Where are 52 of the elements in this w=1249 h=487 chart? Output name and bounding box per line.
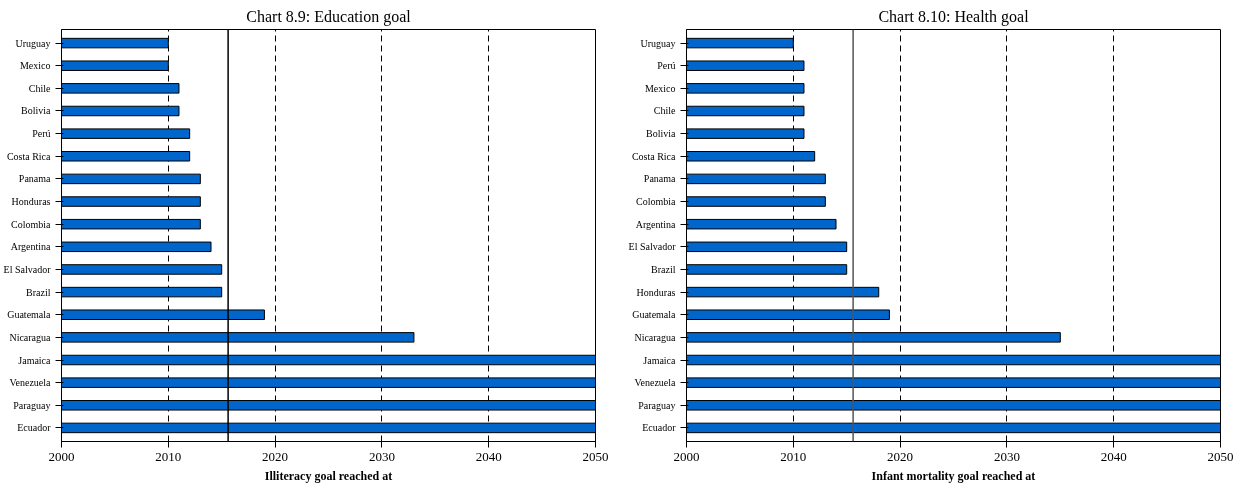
y-tick-label: Argentina bbox=[10, 241, 52, 253]
y-tick-label: Nicaragua bbox=[634, 331, 677, 343]
y-tick-label: Jamaica bbox=[643, 354, 677, 366]
y-tick-label: Colombia bbox=[11, 218, 52, 230]
y-tick-label: Nicaragua bbox=[9, 331, 52, 343]
y-tick-label: Uruguay bbox=[640, 37, 676, 49]
y-tick-label: Argentina bbox=[635, 218, 677, 230]
x-axis-title: Illiteracy goal reached at bbox=[264, 468, 393, 483]
y-tick-label: Mexico bbox=[644, 82, 676, 94]
x-tick-label: 2040 bbox=[475, 448, 502, 464]
x-tick-label: 2020 bbox=[887, 448, 914, 464]
x-tick-label: 2020 bbox=[262, 448, 289, 464]
y-tick-label: Bolivia bbox=[646, 128, 677, 140]
x-axis-title: Infant mortality goal reached at bbox=[871, 468, 1036, 483]
y-tick-label: Chile bbox=[653, 105, 677, 117]
y-tick-label: Panama bbox=[18, 173, 52, 185]
y-tick-label: Paraguay bbox=[638, 399, 676, 411]
y-tick-label: Panama bbox=[643, 173, 677, 185]
y-tick-label: Guatemala bbox=[632, 309, 677, 321]
y-tick-label: Perú bbox=[657, 60, 676, 72]
y-tick-label: Honduras bbox=[11, 196, 51, 208]
y-tick-label: Uruguay bbox=[15, 37, 51, 49]
x-tick-label: 2050 bbox=[1207, 448, 1234, 464]
x-tick-label: 2000 bbox=[48, 448, 75, 464]
y-tick-label: Guatemala bbox=[7, 309, 52, 321]
x-tick-label: 2040 bbox=[1100, 448, 1127, 464]
x-tick-label: 2050 bbox=[582, 448, 609, 464]
y-tick-label: Bolivia bbox=[21, 105, 52, 117]
y-tick-label: Brazil bbox=[651, 263, 676, 275]
y-tick-label: Perú bbox=[32, 128, 51, 140]
x-tick-label: 2000 bbox=[673, 448, 700, 464]
y-tick-label: Venezuela bbox=[9, 377, 52, 389]
x-tick-label: 2010 bbox=[780, 448, 807, 464]
y-tick-label: Costa Rica bbox=[6, 150, 52, 162]
chart-title: Chart 8.9: Education goal bbox=[246, 7, 412, 26]
y-tick-label: Ecuador bbox=[17, 422, 52, 434]
y-tick-label: Ecuador bbox=[642, 422, 677, 434]
y-tick-label: Colombia bbox=[636, 196, 677, 208]
y-tick-label: El Salvador bbox=[3, 263, 52, 275]
y-tick-label: Costa Rica bbox=[631, 150, 677, 162]
y-tick-label: Paraguay bbox=[13, 399, 51, 411]
y-tick-label: Honduras bbox=[636, 286, 676, 298]
x-tick-label: 2010 bbox=[155, 448, 182, 464]
y-tick-label: Brazil bbox=[26, 286, 51, 298]
y-tick-label: Chile bbox=[28, 82, 52, 94]
y-tick-label: Venezuela bbox=[634, 377, 677, 389]
x-tick-label: 2030 bbox=[993, 448, 1020, 464]
y-tick-label: El Salvador bbox=[628, 241, 677, 253]
chart-title: Chart 8.10: Health goal bbox=[878, 7, 1030, 26]
y-tick-label: Jamaica bbox=[18, 354, 52, 366]
y-tick-label: Mexico bbox=[19, 60, 51, 72]
x-tick-label: 2030 bbox=[368, 448, 395, 464]
